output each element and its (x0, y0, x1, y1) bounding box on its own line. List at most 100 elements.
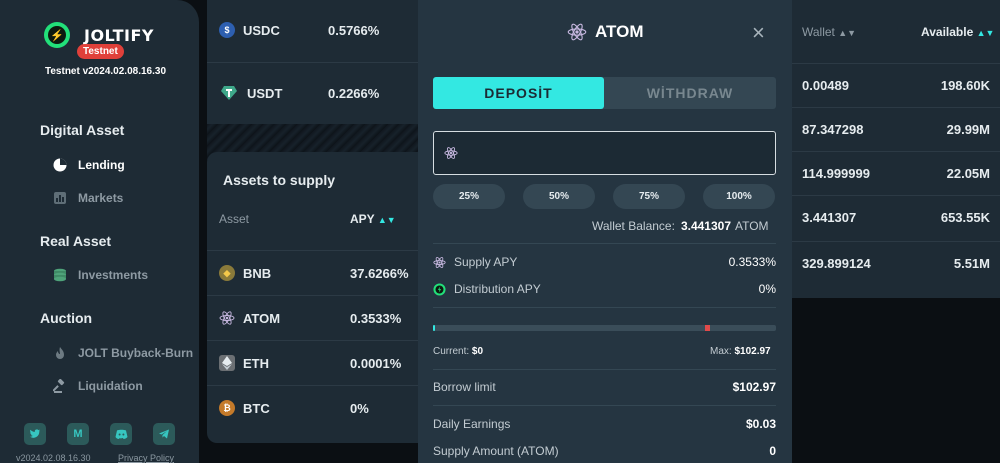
borrow-limit-value: $102.97 (732, 380, 776, 394)
table-row[interactable]: 3.441307 653.55K (792, 195, 1000, 239)
wallet-value: 3.441307 (802, 210, 857, 225)
pct-25-button[interactable]: 25% (433, 184, 505, 209)
sort-icon: ▲▼ (377, 215, 396, 225)
sidebar-item-label: Markets (78, 191, 124, 205)
available-value: 29.99M (946, 122, 990, 137)
asset-symbol: BTC (243, 400, 270, 416)
current-amount: $0 (471, 346, 484, 357)
supply-amount-value: 0 (769, 444, 776, 458)
column-header-asset: Asset (219, 212, 250, 226)
sidebar-item-label: Investments (78, 268, 149, 282)
table-row[interactable]: 329.899124 5.51M (792, 241, 1000, 285)
gavel-icon (52, 378, 68, 394)
column-header-label: Wallet (802, 25, 835, 39)
sidebar-item-label: JOLT Buyback-Burn (78, 346, 194, 360)
sidebar-item-markets[interactable]: Markets (52, 190, 123, 206)
lending-icon (52, 157, 68, 173)
divider (433, 369, 776, 370)
social-links: M (24, 423, 196, 445)
supply-panel (207, 152, 418, 443)
wallet-balance-value: 3.441307 (680, 219, 731, 233)
tab-deposit[interactable]: DEPOSİT (433, 77, 604, 109)
asset-symbol: BNB (243, 265, 272, 281)
pct-75-button[interactable]: 75% (613, 184, 685, 209)
current-label: Current: (433, 346, 470, 357)
pct-100-button[interactable]: 100% (703, 184, 775, 209)
daily-earnings-value: $0.03 (745, 417, 776, 431)
modal-title: ATOM (567, 22, 643, 42)
telegram-icon[interactable] (153, 423, 175, 445)
medium-icon[interactable]: M (67, 423, 89, 445)
available-value: 22.05M (946, 166, 990, 181)
available-value: 653.55K (940, 210, 990, 225)
sidebar-item-lending[interactable]: Lending (52, 157, 125, 173)
asset-row-usdc[interactable]: $ USDC 0.5766% (207, 0, 418, 62)
amount-input[interactable] (466, 142, 766, 164)
table-row[interactable]: 87.347298 29.99M (792, 107, 1000, 151)
close-icon[interactable]: × (752, 20, 765, 45)
logo[interactable]: ⚡ JOLTIFY (44, 22, 154, 48)
asset-apy: 0.0001% (350, 356, 402, 371)
sidebar-item-investments[interactable]: Investments (52, 267, 148, 283)
sidebar-item-label: Liquidation (78, 379, 143, 393)
joltify-logo-icon (433, 282, 446, 296)
supply-apy-label: Supply APY (454, 255, 518, 269)
divider (433, 243, 776, 244)
testnet-badge: Testnet (77, 44, 124, 59)
borrow-limit-row: Borrow limit $102.97 (433, 380, 776, 394)
pct-50-button[interactable]: 50% (523, 184, 595, 209)
discord-icon[interactable] (110, 423, 132, 445)
table-row[interactable]: 0.00489 198.60K (792, 63, 1000, 107)
sidebar-item-buyback-burn[interactable]: JOLT Buyback-Burn (52, 345, 193, 361)
supply-amount-label: Supply Amount (ATOM) (433, 444, 559, 458)
table-row[interactable]: 114.999999 22.05M (792, 151, 1000, 195)
amount-field[interactable] (433, 131, 776, 175)
distribution-apy-label: Distribution APY (454, 282, 541, 296)
wallet-value: 329.899124 (802, 256, 871, 271)
asset-apy: 37.6266% (350, 266, 409, 281)
column-header-apy[interactable]: APY ▲▼ (350, 212, 396, 226)
max-amount: $102.97 (734, 346, 771, 357)
supply-row-eth[interactable]: ETH 0.0001% (207, 340, 418, 385)
asset-symbol: ETH (243, 355, 269, 371)
asset-symbol: USDC (243, 22, 280, 38)
sort-icon: ▲▼ (838, 28, 857, 38)
version-label: Testnet v2024.02.08.16.30 (45, 66, 167, 77)
borrow-limit-label: Borrow limit (433, 380, 496, 394)
supply-row-btc[interactable]: ₿ BTC 0% (207, 385, 418, 430)
supply-apy-row: Supply APY 0.3533% (433, 255, 776, 269)
tab-withdraw[interactable]: WİTHDRAW (646, 85, 734, 101)
distribution-apy-row: Distribution APY 0% (433, 282, 776, 296)
sidebar (0, 0, 199, 463)
daily-earnings-row: Daily Earnings $0.03 (433, 417, 776, 431)
btc-icon: ₿ (219, 400, 235, 416)
divider (433, 405, 776, 406)
asset-apy: 0.3533% (350, 311, 402, 326)
column-header-label: Available (921, 25, 974, 39)
asset-row-usdt[interactable]: USDT 0.2266% (207, 62, 418, 124)
privacy-policy-link[interactable]: Privacy Policy (118, 453, 175, 463)
supply-amount-row: Supply Amount (ATOM) 0 (433, 444, 776, 458)
divider (433, 307, 776, 308)
column-header-wallet[interactable]: Wallet ▲▼ (802, 25, 856, 39)
asset-apy: 0.5766% (328, 23, 380, 38)
distribution-apy-value: 0% (758, 282, 776, 296)
asset-apy: 0.2266% (328, 86, 380, 101)
column-header-available[interactable]: Available ▲▼ (921, 25, 994, 39)
sidebar-item-liquidation[interactable]: Liquidation (52, 378, 143, 394)
wallet-balance: Wallet Balance: 3.441307 ATOM (592, 219, 769, 233)
twitter-icon[interactable] (24, 423, 46, 445)
markets-icon (52, 190, 68, 206)
available-value: 5.51M (953, 256, 990, 271)
modal-title-text: ATOM (595, 22, 644, 41)
supply-row-bnb[interactable]: ◆ BNB 37.6266% (207, 250, 418, 295)
section-real-asset: Real Asset (40, 233, 112, 249)
supply-row-atom[interactable]: ATOM 0.3533% (207, 295, 418, 340)
asset-apy: 0% (350, 401, 369, 416)
atom-icon (444, 146, 458, 165)
available-value: 198.60K (940, 78, 990, 93)
wallet-value: 114.999999 (802, 166, 870, 181)
brand-name: JOLTIFY (84, 25, 154, 45)
wallet-value: 0.00489 (802, 78, 849, 93)
eth-icon (219, 355, 235, 371)
